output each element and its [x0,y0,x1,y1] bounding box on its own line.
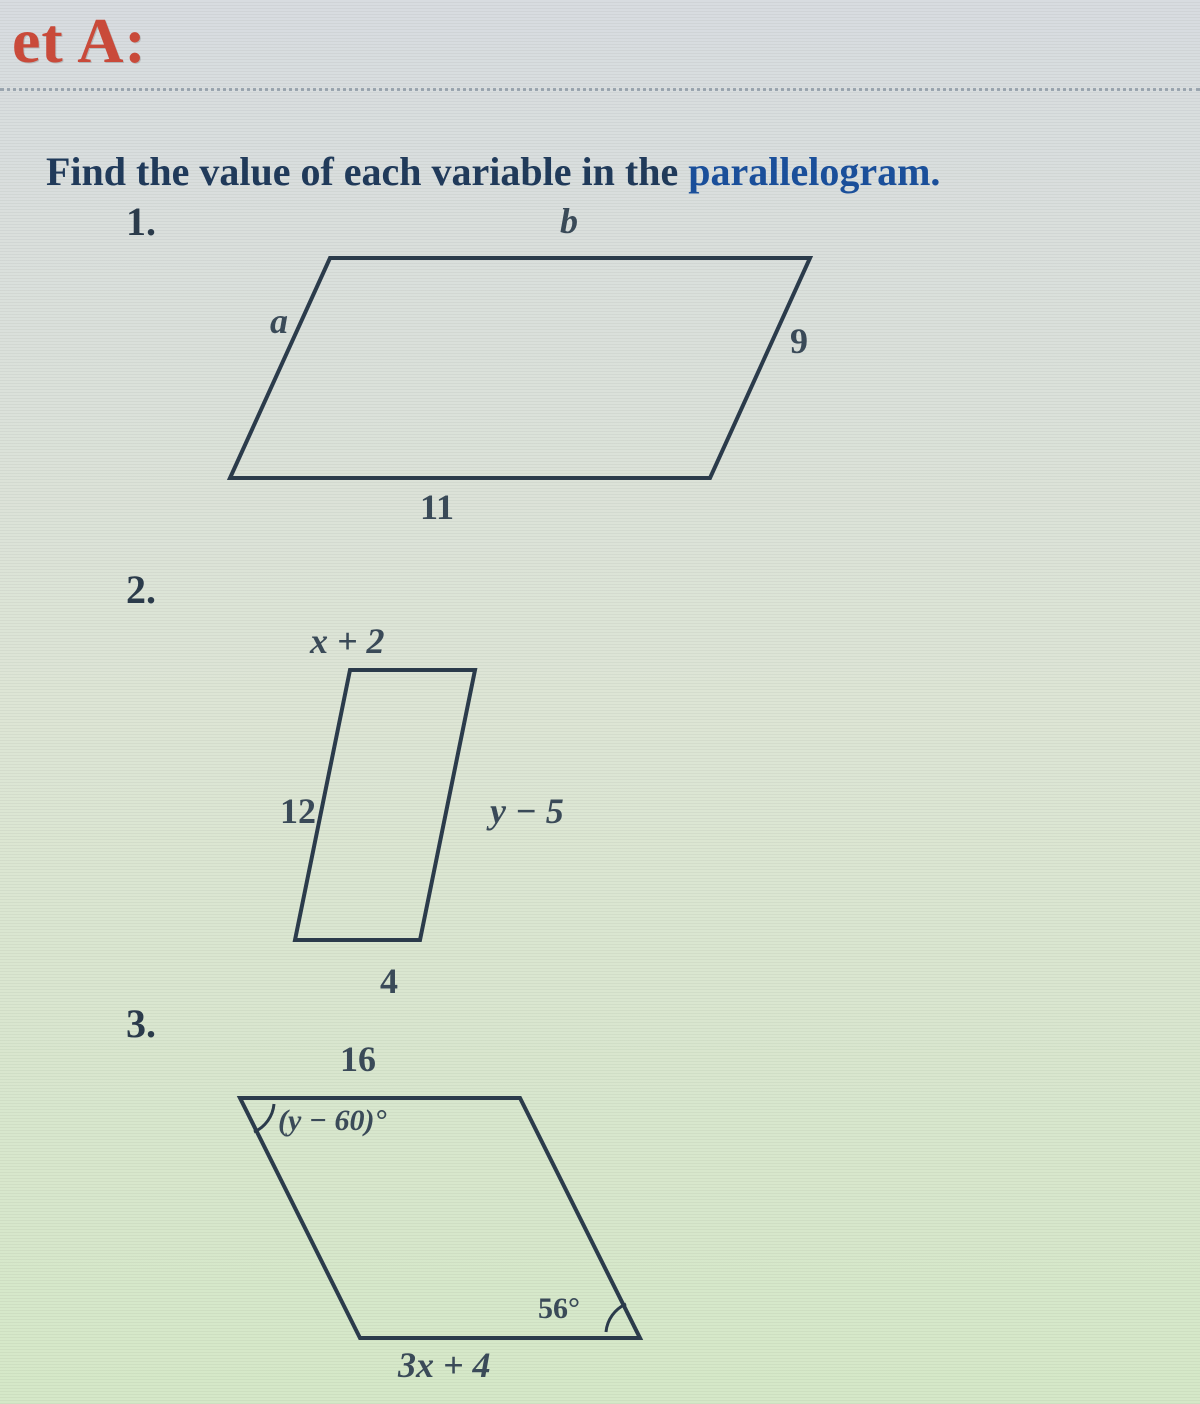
figure-label: 12 [280,790,316,832]
figure-label: 4 [380,960,398,1002]
figure-label: 16 [340,1038,376,1080]
figure-label: x + 2 [310,620,385,662]
problem-number: 3. [126,1000,156,1047]
parallelogram [210,238,830,498]
figure-label: 56° [538,1292,580,1326]
worksheet-stage: 1. b a 9 11 2. x + 2 12 y − 5 4 3. 16 (y − 60)° 56° 3x… [0,0,1200,1404]
problem-number: 2. [126,566,156,613]
figure-label: 9 [790,320,808,362]
figure-label: 11 [420,486,454,528]
problem-number: 1. [126,198,156,245]
figure-label: y − 5 [490,790,564,832]
figure-label: b [560,200,578,242]
figure-label: 3x + 4 [398,1344,491,1386]
figure-label: a [270,300,288,342]
figure-label: (y − 60)° [278,1104,386,1138]
